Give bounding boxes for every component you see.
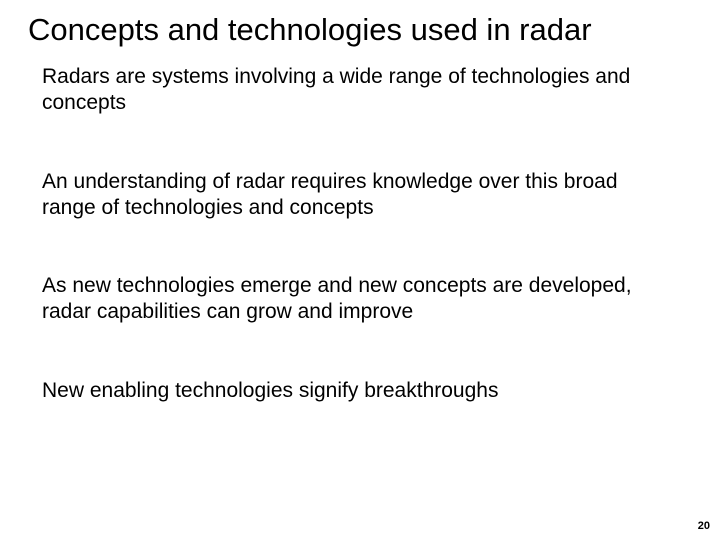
slide-body: Radars are systems involving a wide rang… — [42, 64, 642, 456]
page-number: 20 — [698, 520, 710, 532]
body-paragraph: Radars are systems involving a wide rang… — [42, 64, 642, 117]
body-paragraph: New enabling technologies signify breakt… — [42, 378, 642, 404]
slide-title: Concepts and technologies used in radar — [28, 12, 592, 48]
body-paragraph: An understanding of radar requires knowl… — [42, 169, 642, 222]
slide: Concepts and technologies used in radar … — [0, 0, 720, 540]
body-paragraph: As new technologies emerge and new conce… — [42, 273, 642, 326]
